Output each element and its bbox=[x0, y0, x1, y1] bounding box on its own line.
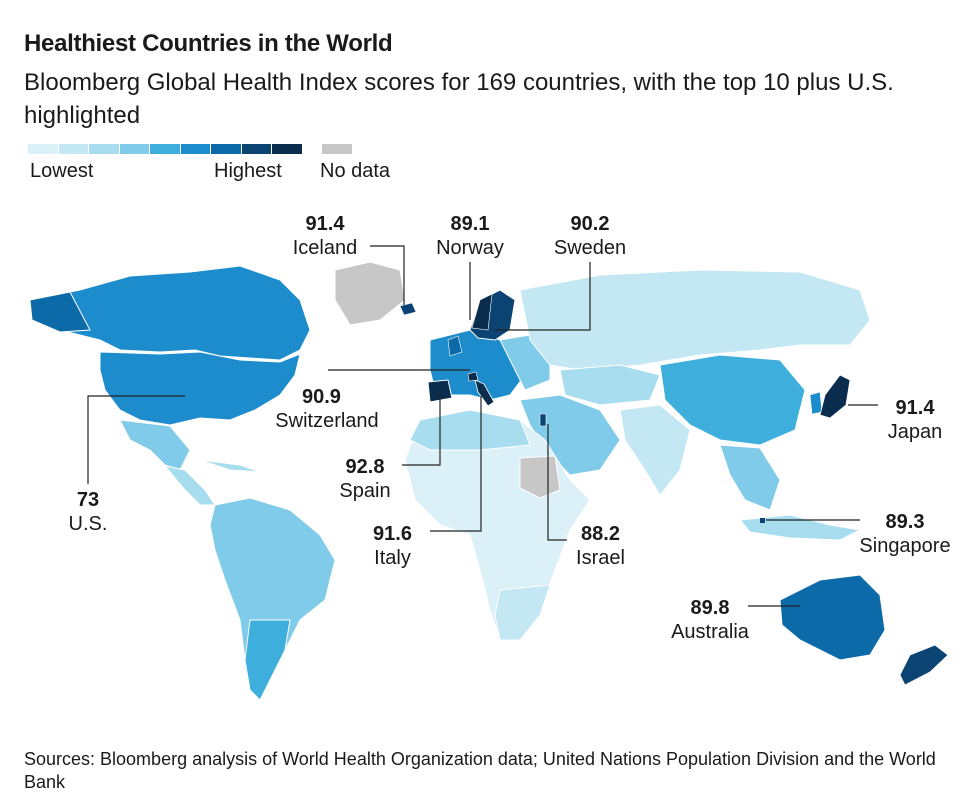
sweden-leader bbox=[495, 262, 591, 331]
italy-shape bbox=[474, 379, 495, 407]
label-italy: 91.6 Italy bbox=[360, 522, 425, 570]
australia-score: 89.8 bbox=[690, 597, 730, 619]
legend-scale bbox=[28, 144, 303, 154]
legend-swatch-1 bbox=[58, 144, 88, 154]
label-australia: 89.8 Australia bbox=[664, 596, 756, 644]
legend-swatch-8 bbox=[272, 144, 302, 154]
chart-title: Healthiest Countries in the World bbox=[24, 30, 393, 57]
argentina-shape bbox=[244, 619, 291, 701]
label-iceland: 91.4 Iceland bbox=[285, 212, 365, 260]
legend-swatch-5 bbox=[180, 144, 210, 154]
iceland-name: Iceland bbox=[292, 237, 358, 259]
legend-swatch-0 bbox=[28, 144, 58, 154]
legend-no-data-swatch bbox=[322, 144, 352, 154]
iceland-score: 91.4 bbox=[305, 213, 345, 235]
legend-swatch-4 bbox=[150, 144, 180, 154]
canada-shape bbox=[29, 265, 311, 361]
iceland-leader bbox=[370, 245, 405, 305]
china-shape bbox=[659, 354, 806, 446]
uk-shape bbox=[447, 335, 463, 357]
us-shape bbox=[99, 351, 301, 426]
us-name: U.S. bbox=[68, 513, 108, 535]
india-shape bbox=[619, 404, 691, 496]
leader-lines bbox=[87, 245, 878, 607]
label-norway: 89.1 Norway bbox=[430, 212, 510, 260]
australia-name: Australia bbox=[671, 621, 749, 643]
us-score: 73 bbox=[76, 489, 100, 511]
legend-swatch-6 bbox=[211, 144, 241, 154]
spain-shape bbox=[427, 379, 453, 403]
spain-leader bbox=[402, 395, 441, 466]
southeast-asia-shape bbox=[719, 444, 781, 511]
central-asia-shape bbox=[559, 364, 661, 406]
legend-highest-label: Highest bbox=[214, 160, 282, 182]
label-singapore: 89.3 Singapore bbox=[852, 510, 958, 558]
legend-lowest-label: Lowest bbox=[30, 160, 94, 182]
italy-name: Italy bbox=[374, 547, 411, 569]
spain-score: 92.8 bbox=[345, 456, 385, 478]
israel-name: Israel bbox=[576, 547, 625, 569]
israel-shape bbox=[539, 413, 547, 427]
mexico-shape bbox=[119, 419, 191, 471]
norway-shape bbox=[471, 293, 493, 331]
legend-swatch-7 bbox=[241, 144, 271, 154]
southern-africa-shape bbox=[494, 584, 551, 641]
indonesia-shape bbox=[739, 514, 862, 541]
caribbean-shape bbox=[199, 459, 261, 473]
israel-score: 88.2 bbox=[581, 523, 620, 545]
label-us: 73 U.S. bbox=[58, 488, 118, 536]
italy-leader bbox=[430, 396, 482, 532]
world-map bbox=[29, 245, 949, 701]
spain-name: Spain bbox=[339, 480, 391, 502]
japan-name: Japan bbox=[887, 421, 943, 443]
switzerland-name: Switzerland bbox=[275, 410, 379, 432]
sweden-name: Sweden bbox=[553, 237, 627, 259]
singapore-name: Singapore bbox=[859, 535, 951, 557]
label-spain: 92.8 Spain bbox=[330, 455, 400, 503]
alaska-shape bbox=[29, 291, 91, 333]
russia-shape bbox=[519, 269, 871, 371]
japan-score: 91.4 bbox=[895, 397, 935, 419]
us-leader bbox=[87, 395, 185, 484]
label-switzerland: 90.9 Switzerland bbox=[262, 385, 392, 433]
label-israel: 88.2 Israel bbox=[568, 522, 633, 570]
korea-shape bbox=[809, 391, 823, 415]
greenland-shape bbox=[334, 261, 406, 326]
color-legend bbox=[28, 144, 303, 154]
iceland-shape bbox=[399, 302, 417, 316]
norway-score: 89.1 bbox=[450, 213, 490, 235]
australia-shape bbox=[779, 574, 886, 661]
switzerland-shape bbox=[467, 371, 479, 382]
central-america-shape bbox=[163, 465, 216, 506]
israel-leader bbox=[547, 424, 567, 541]
italy-score: 91.6 bbox=[373, 523, 412, 545]
chart-subtitle: Bloomberg Global Health Index scores for… bbox=[24, 69, 894, 129]
sweden-score: 90.2 bbox=[570, 213, 610, 235]
label-sweden: 90.2 Sweden bbox=[545, 212, 635, 260]
singapore-shape bbox=[760, 518, 765, 523]
singapore-score: 89.3 bbox=[885, 511, 925, 533]
switzerland-score: 90.9 bbox=[302, 386, 341, 408]
legend-swatch-2 bbox=[89, 144, 119, 154]
label-japan: 91.4 Japan bbox=[880, 396, 950, 444]
norway-name: Norway bbox=[436, 237, 504, 259]
north-africa-shape bbox=[409, 409, 531, 451]
legend-swatch-3 bbox=[119, 144, 149, 154]
legend-no-data-label: No data bbox=[320, 160, 391, 182]
source-note: Sources: Bloomberg analysis of World Hea… bbox=[24, 749, 936, 792]
japan-shape bbox=[819, 374, 851, 419]
new-zealand-shape bbox=[899, 644, 949, 686]
sudan-nodata-shape bbox=[519, 455, 561, 499]
